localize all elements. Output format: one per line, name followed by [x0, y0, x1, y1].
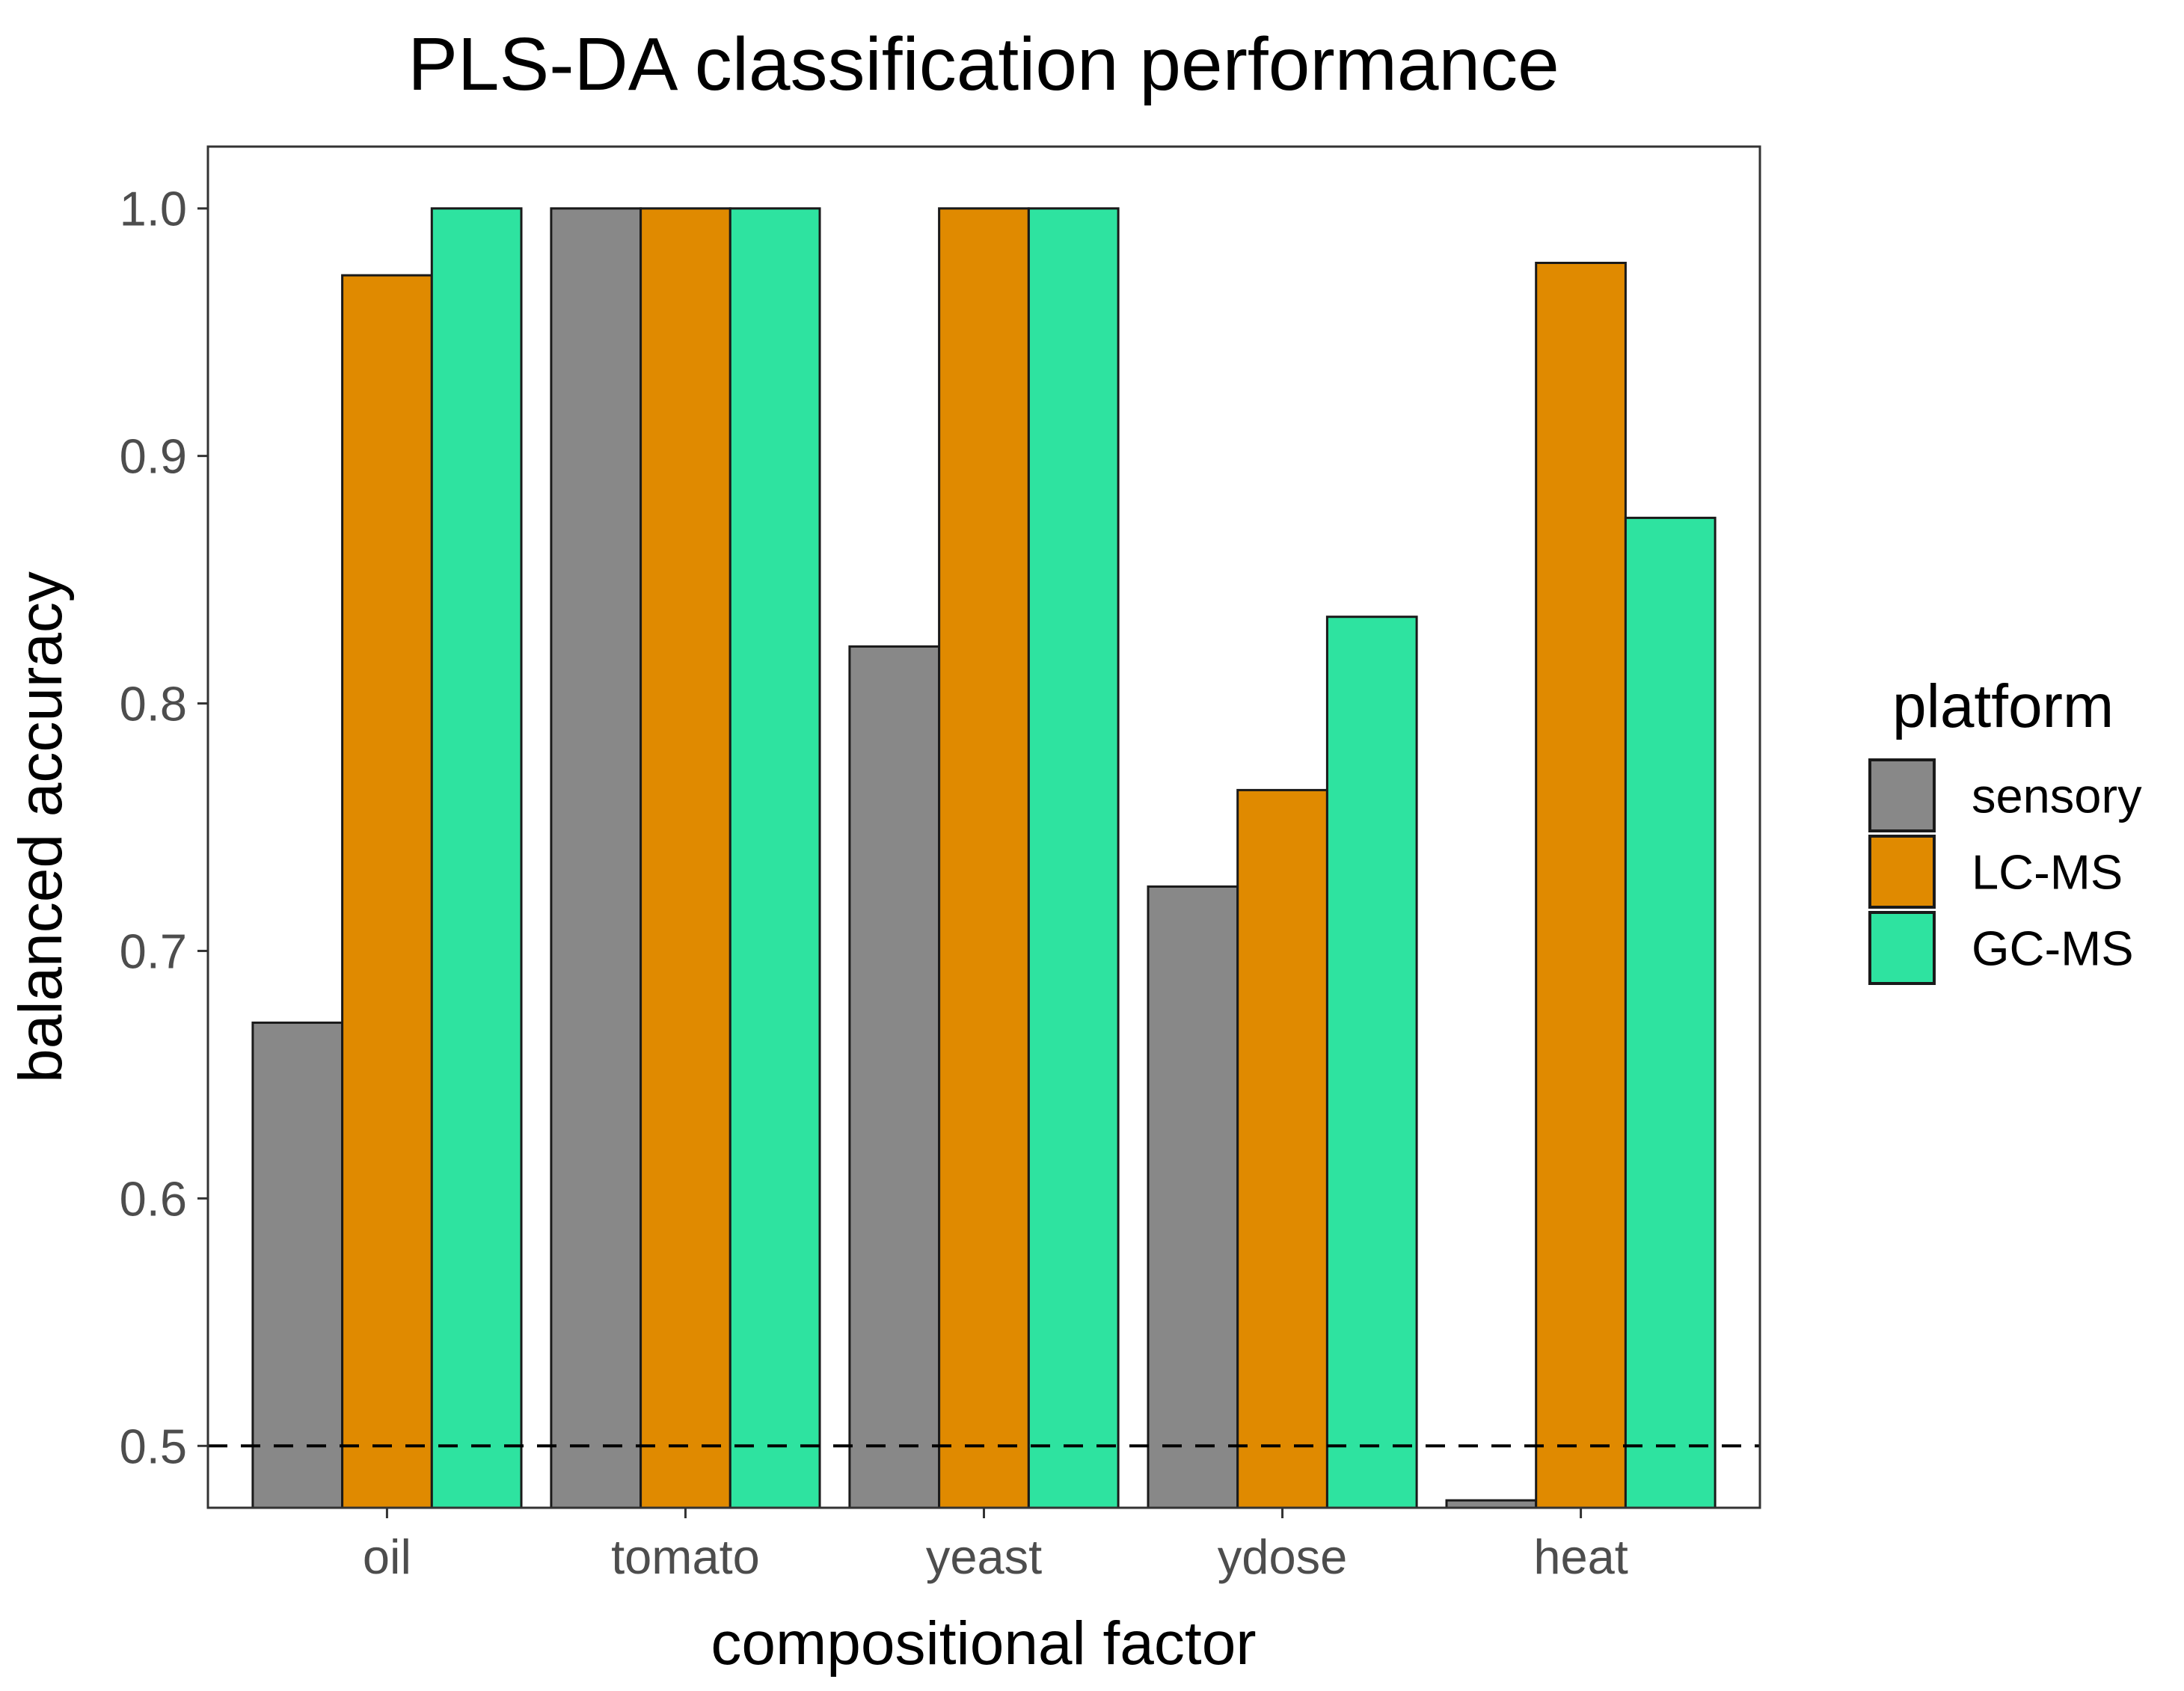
legend-label-sensory: sensory: [1972, 769, 2142, 823]
bar-yeast-lc-ms: [938, 207, 1030, 1509]
x-tick-label: yeast: [926, 1529, 1042, 1584]
bar-oil-gc-ms: [430, 207, 523, 1509]
y-tick-label: 0.8: [120, 677, 187, 731]
legend-label-gc-ms: GC-MS: [1972, 921, 2134, 976]
bar-tomato-lc-ms: [639, 207, 731, 1509]
y-axis-title: balanced accuracy: [7, 571, 75, 1083]
bar-yeast-gc-ms: [1027, 207, 1120, 1509]
plot-area: 0.5 0.6 0.7 0.8 0.9 1.0 oil tomato yeast ydose hea…: [120, 182, 1760, 1584]
legend-key-gc-ms: [1868, 911, 1936, 985]
x-axis-title: compositional factor: [711, 1609, 1256, 1678]
bar-heat-lc-ms: [1535, 262, 1627, 1509]
legend-key-sensory: [1868, 758, 1936, 832]
y-tick-label: 0.6: [120, 1171, 187, 1226]
plot-panel-border: [206, 145, 1761, 1509]
x-tick-label: oil: [363, 1529, 411, 1584]
bar-heat-gc-ms: [1624, 516, 1717, 1509]
y-tick-label: 0.5: [120, 1419, 187, 1473]
legend: platform sensory LC-MS GC-MS: [1868, 672, 2142, 985]
x-tick-label: tomato: [611, 1529, 760, 1584]
bar-ydose-lc-ms: [1236, 788, 1328, 1509]
legend-key-lc-ms: [1868, 835, 1936, 909]
bar-oil-lc-ms: [341, 274, 433, 1509]
y-tick-label: 0.7: [120, 924, 187, 978]
bar-tomato-sensory: [550, 207, 642, 1509]
legend-title: platform: [1892, 672, 2114, 740]
legend-label-lc-ms: LC-MS: [1972, 845, 2123, 900]
chart-title: PLS-DA classification performance: [408, 22, 1559, 106]
bar-ydose-gc-ms: [1325, 616, 1418, 1509]
x-tick-label: heat: [1533, 1529, 1628, 1584]
bar-yeast-sensory: [848, 645, 941, 1509]
x-tick-label: ydose: [1218, 1529, 1347, 1584]
bar-tomato-gc-ms: [728, 207, 821, 1509]
bar-oil-sensory: [251, 1021, 344, 1509]
y-tick-label: 0.9: [120, 429, 187, 484]
bar-ydose-sensory: [1147, 885, 1239, 1509]
y-tick-label: 1.0: [120, 182, 187, 236]
